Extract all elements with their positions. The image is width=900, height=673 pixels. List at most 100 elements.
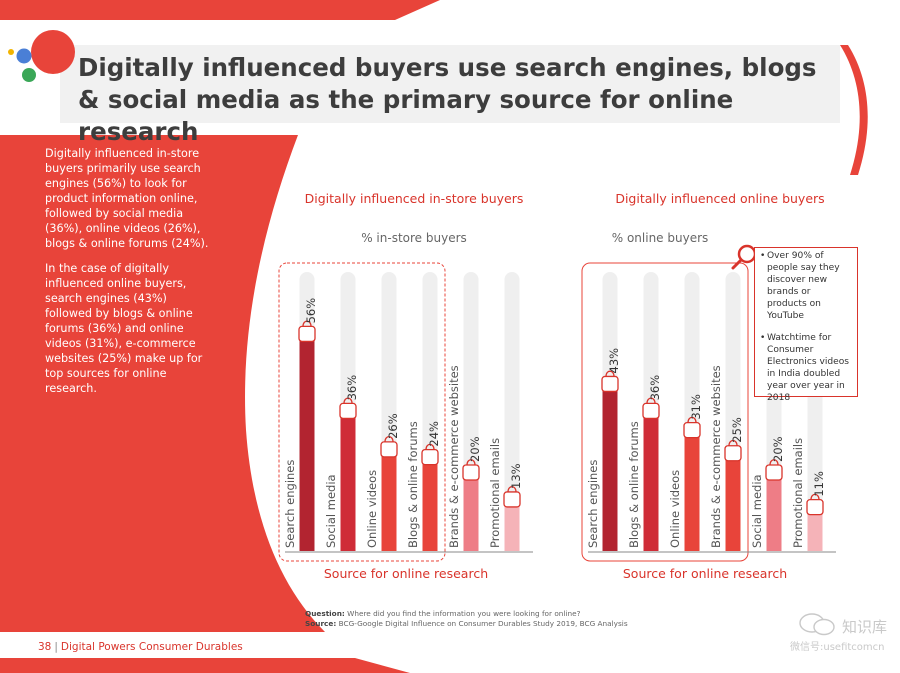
- category-label: Promotional emails: [488, 438, 502, 548]
- bag-handle: [810, 493, 820, 500]
- bag-handle: [302, 320, 312, 327]
- category-label: Social media: [750, 474, 764, 548]
- chart-in-store: Digitally influenced in-store buyers % in…: [278, 191, 533, 581]
- value-label: 43%: [607, 348, 621, 374]
- bag-body: [503, 491, 521, 508]
- category-label: Online videos: [668, 470, 682, 548]
- bag-handle: [687, 416, 697, 423]
- footnote: Question: Where did you find the informa…: [305, 609, 628, 629]
- note-text-2: Watchtime for Consumer Electronics video…: [767, 333, 850, 403]
- bag-body: [298, 325, 316, 343]
- highlight-box: [581, 262, 749, 562]
- logo-blue-dot: [16, 48, 32, 64]
- logo-red-dot: [31, 30, 75, 74]
- chart-online: Digitally influenced online buyers % onli…: [581, 191, 836, 581]
- value-label: 20%: [468, 436, 482, 462]
- intro-text: Digitally influenced in-store buyers pri…: [45, 146, 217, 406]
- footnote-question: Question: Where did you find the informa…: [305, 609, 628, 619]
- shopping-bag-icon: [503, 486, 521, 508]
- bag-handle: [466, 459, 476, 466]
- shopping-bag-icon: [462, 459, 480, 481]
- logo-green-dot: [22, 68, 36, 82]
- bag-body: [421, 448, 439, 466]
- intro-paragraph-2: In the case of digitally influenced onli…: [45, 262, 203, 395]
- bar-track: [504, 272, 520, 551]
- page-footer: 38 | Digital Powers Consumer Durables: [38, 641, 243, 653]
- bag-handle: [605, 370, 615, 377]
- bag-handle: [425, 443, 435, 450]
- bar: [422, 458, 438, 551]
- source-text: BCG-Google Digital Influence on Consumer…: [338, 619, 628, 628]
- footnote-source: Source: BCG-Google Digital Influence on …: [305, 619, 628, 629]
- shopping-bag-icon: [298, 320, 316, 343]
- value-label: 36%: [648, 375, 662, 401]
- value-label: 25%: [730, 417, 744, 443]
- shopping-bag-icon: [765, 459, 783, 481]
- value-label: 36%: [345, 375, 359, 401]
- bag-body: [765, 464, 783, 481]
- bag-handle: [646, 397, 656, 404]
- source-label: Source:: [305, 619, 337, 628]
- bar: [684, 431, 700, 551]
- category-label: Blogs & online forums: [627, 421, 641, 548]
- right-red-swoosh: [840, 45, 868, 175]
- magnifier-icon: [731, 244, 757, 270]
- category-label: Promotional emails: [791, 438, 805, 548]
- bar: [463, 474, 479, 551]
- bar: [766, 474, 782, 551]
- bag-handle: [728, 439, 738, 446]
- shopping-bag-icon: [724, 439, 742, 462]
- top-red-band: [0, 0, 440, 20]
- bar: [643, 412, 659, 551]
- bar: [299, 335, 315, 551]
- note-item-2: • Watchtime for Consumer Electronics vide…: [760, 332, 853, 404]
- bar: [504, 500, 520, 551]
- category-label: Social media: [324, 474, 338, 548]
- logo-yellow-dot: [8, 49, 14, 55]
- value-label: 31%: [689, 394, 703, 420]
- shopping-bag-icon: [339, 397, 357, 420]
- value-label: 26%: [386, 413, 400, 439]
- category-label: Brands & e-commerce websites: [447, 365, 461, 548]
- category-label: Search engines: [283, 460, 297, 548]
- bag-body: [601, 375, 619, 393]
- chart-subtitle: % in-store buyers: [361, 231, 467, 245]
- watermark-name: 知识库: [842, 618, 888, 636]
- value-label: 56%: [304, 298, 318, 324]
- bag-body: [724, 445, 742, 462]
- intro-paragraph-1: Digitally influenced in-store buyers pri…: [45, 147, 209, 250]
- value-label: 20%: [771, 436, 785, 462]
- shopping-bag-icon: [601, 370, 619, 393]
- x-axis-label: Source for online research: [623, 566, 787, 581]
- chart-subtitle: % online buyers: [612, 231, 709, 245]
- bar: [381, 450, 397, 551]
- note-item-1: • Over 90% of people say they discover ne…: [760, 250, 853, 322]
- bar: [602, 385, 618, 551]
- x-axis-label: Source for online research: [324, 566, 488, 581]
- shopping-bag-icon: [380, 436, 398, 458]
- title-band: [60, 45, 840, 123]
- bottom-red-band: [0, 658, 410, 673]
- bag-handle: [384, 436, 394, 442]
- footer-title: Digital Powers Consumer Durables: [60, 641, 243, 653]
- page-number: 38: [38, 641, 52, 653]
- value-label: 24%: [427, 421, 441, 447]
- youtube-note-box: • Over 90% of people say they discover ne…: [754, 247, 858, 403]
- magnifier-handle: [731, 258, 743, 270]
- watermark-id: 微信号:usefitcomcn: [790, 642, 885, 653]
- category-label: Search engines: [586, 460, 600, 548]
- category-label: Brands & e-commerce websites: [709, 365, 723, 548]
- category-label: Blogs & online forums: [406, 421, 420, 548]
- page-title: Digitally influenced buyers use search e…: [78, 53, 817, 146]
- question-text: Where did you find the information you w…: [347, 609, 581, 618]
- shopping-bag-icon: [683, 416, 701, 439]
- bag-body: [683, 421, 701, 439]
- bag-body: [806, 498, 824, 516]
- bar: [725, 454, 741, 551]
- bag-body: [339, 402, 357, 420]
- question-label: Question:: [305, 609, 345, 618]
- bar: [807, 508, 823, 551]
- note-text-1: Over 90% of people say they discover new…: [767, 251, 840, 321]
- value-label: 13%: [509, 463, 523, 489]
